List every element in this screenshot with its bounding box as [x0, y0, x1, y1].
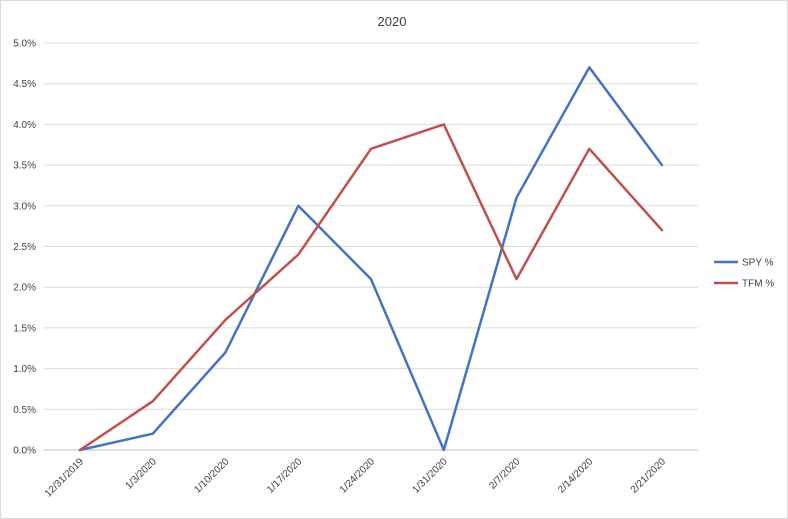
- y-tick-label: 4.5%: [13, 79, 36, 90]
- y-tick-label: 5.0%: [13, 39, 36, 50]
- x-tick-label: 1/17/2020: [265, 456, 305, 496]
- series-line-tfm: [78, 123, 664, 452]
- x-tick-label: 2/14/2020: [556, 456, 596, 496]
- series-line-spy: [78, 66, 664, 452]
- legend-label: TFM %: [742, 279, 774, 290]
- x-tick-label: 1/24/2020: [338, 456, 378, 496]
- y-tick-label: 3.0%: [13, 201, 36, 212]
- x-tick-label: 2/7/2020: [487, 456, 523, 492]
- legend-label: SPY %: [742, 258, 774, 269]
- x-tick-label: 12/31/2019: [43, 456, 86, 499]
- chart-title: 2020: [378, 14, 407, 29]
- x-tick-label: 1/10/2020: [192, 456, 232, 496]
- y-tick-label: 1.5%: [13, 323, 36, 334]
- x-tick-label: 2/21/2020: [629, 456, 669, 496]
- y-tick-label: 1.0%: [13, 364, 36, 375]
- legend: SPY % TFM %: [714, 258, 774, 290]
- y-tick-label: 2.5%: [13, 242, 36, 253]
- series-lines: [78, 66, 664, 452]
- x-tick-label: 1/3/2020: [124, 456, 160, 492]
- y-tick-label: 0.5%: [13, 405, 36, 416]
- y-tick-label: 0.0%: [13, 446, 36, 457]
- y-tick-label: 3.5%: [13, 161, 36, 172]
- x-tick-label: 1/31/2020: [411, 456, 451, 496]
- gridlines: [44, 42, 698, 451]
- x-axis-tick-labels: 12/31/2019 1/3/2020 1/10/2020 1/17/2020 1/24…: [43, 456, 668, 499]
- y-tick-label: 2.0%: [13, 283, 36, 294]
- y-axis-tick-labels: 0.0% 0.5% 1.0% 1.5% 2.0% 2.5% 3.0% 3.5% 4.0% 4.5%…: [13, 39, 36, 457]
- y-tick-label: 4.0%: [13, 120, 36, 131]
